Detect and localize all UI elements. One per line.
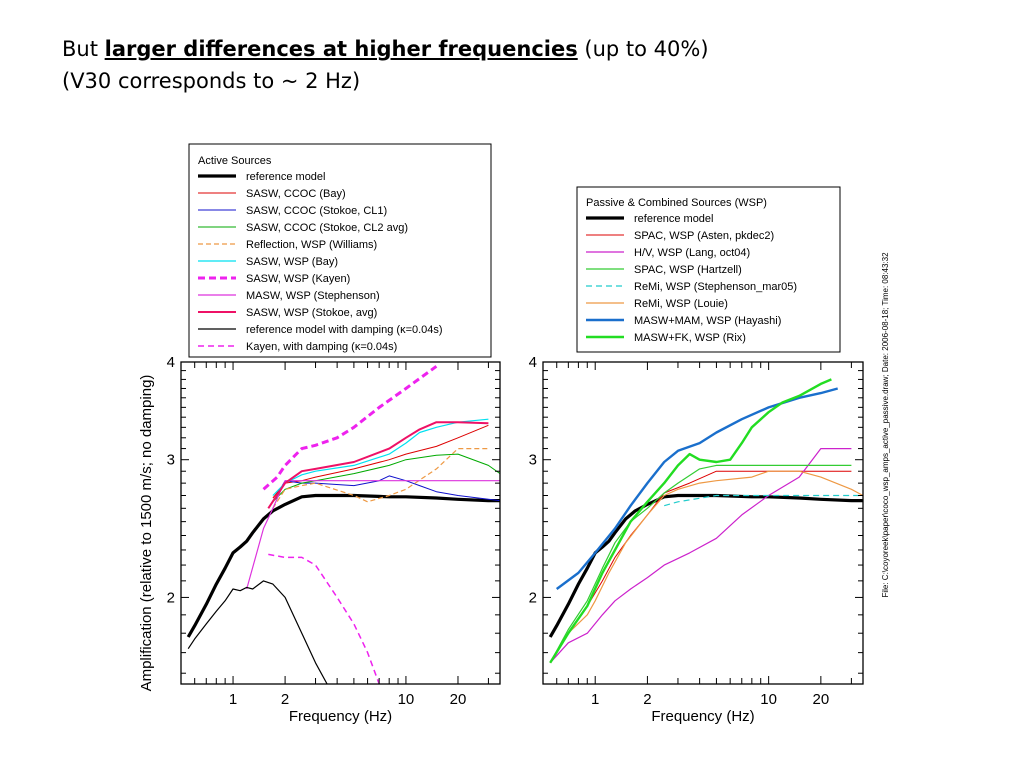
legend-title-right: Passive & Combined Sources (WSP) bbox=[586, 197, 767, 209]
x-tick-label-right: 1 bbox=[591, 691, 599, 708]
legend-label-right-1: SPAC, WSP (Asten, pkdec2) bbox=[634, 230, 774, 242]
y-tick-label-right: 4 bbox=[529, 354, 537, 371]
legend-label-left-3: SASW, CCOC (Stokoe, CL2 avg) bbox=[246, 222, 408, 234]
legend-label-left-0: reference model bbox=[246, 171, 326, 183]
series-line-left-9 bbox=[187, 580, 328, 684]
plot-frame-right bbox=[542, 361, 864, 685]
chart-panel-left: 1 2 10 20 2 3 4 Frequency (Hz) Amplification (re… bbox=[138, 143, 501, 725]
legend-label-left-7: MASW, WSP (Stephenson) bbox=[246, 290, 380, 302]
series-group-right bbox=[548, 378, 863, 664]
heading-line-2: (V30 corresponds to ~ 2 Hz) bbox=[62, 69, 361, 93]
slide-heading: But larger differences at higher frequen… bbox=[62, 33, 709, 97]
series-line-right-4 bbox=[664, 494, 863, 507]
legend-label-left-1: SASW, CCOC (Bay) bbox=[246, 188, 346, 200]
x-tick-label-left: 2 bbox=[281, 691, 289, 708]
series-line-left-3 bbox=[272, 453, 500, 503]
series-group-left bbox=[186, 365, 500, 684]
legend-box-left bbox=[188, 143, 492, 358]
legend-label-right-3: SPAC, WSP (Hartzell) bbox=[634, 264, 742, 276]
legend-label-left-6: SASW, WSP (Kayen) bbox=[246, 273, 350, 285]
x-axis-label-right: Frequency (Hz) bbox=[651, 708, 754, 725]
series-line-left-10 bbox=[268, 553, 380, 684]
y-tick-label-right: 3 bbox=[529, 452, 537, 469]
legend-label-left-4: Reflection, WSP (Williams) bbox=[246, 239, 377, 251]
series-line-right-2 bbox=[549, 448, 852, 664]
legend-label-right-0: reference model bbox=[634, 213, 714, 225]
series-line-left-7 bbox=[246, 480, 500, 590]
x-tick-label-right: 2 bbox=[643, 691, 651, 708]
y-tick-label-left: 3 bbox=[167, 452, 175, 469]
y-tick-label-right: 2 bbox=[529, 589, 537, 606]
legend-label-left-8: SASW, WSP (Stokoe, avg) bbox=[246, 307, 377, 319]
chart-panel-right: 1 2 10 20 2 3 4 Frequency (Hz) Passive & Combine… bbox=[529, 186, 864, 725]
heading-suffix: (up to 40%) bbox=[577, 37, 709, 61]
series-line-left-4 bbox=[272, 448, 489, 509]
legend-label-left-10: Kayen, with damping (κ=0.04s) bbox=[246, 341, 397, 353]
legend-label-left-2: SASW, CCOC (Stokoe, CL1) bbox=[246, 205, 387, 217]
series-line-left-5 bbox=[272, 418, 489, 496]
series-line-right-3 bbox=[549, 464, 852, 664]
file-path-label: File: C:\coyoreek\paper\coco_wsp_amps_ac… bbox=[881, 252, 890, 598]
x-tick-label-left: 20 bbox=[450, 691, 467, 708]
series-line-right-0 bbox=[548, 493, 863, 638]
y-tick-label-left: 4 bbox=[167, 354, 175, 371]
series-line-right-5 bbox=[549, 470, 863, 664]
heading-emphasis: larger differences at higher frequencies bbox=[104, 37, 578, 61]
x-tick-label-left: 10 bbox=[398, 691, 415, 708]
series-line-left-0 bbox=[186, 493, 500, 638]
legend-title-left: Active Sources bbox=[198, 155, 272, 167]
legend-label-right-7: MASW+FK, WSP (Rix) bbox=[634, 332, 746, 344]
legend-label-left-9: reference model with damping (κ=0.04s) bbox=[246, 324, 443, 336]
plot-frame-left bbox=[180, 361, 501, 685]
series-line-right-7 bbox=[549, 378, 832, 664]
legend-label-left-5: SASW, WSP (Bay) bbox=[246, 256, 338, 268]
series-line-left-8 bbox=[267, 421, 489, 509]
heading-prefix: But bbox=[62, 37, 105, 61]
series-line-left-1 bbox=[272, 424, 489, 499]
series-line-left-6 bbox=[262, 365, 438, 491]
legend-left: Active Sources reference model SASW, CCOC … bbox=[188, 143, 492, 358]
y-tick-label-left: 2 bbox=[167, 589, 175, 606]
legend-label-right-2: H/V, WSP (Lang, oct04) bbox=[634, 247, 750, 259]
legend-label-right-6: MASW+MAM, WSP (Hayashi) bbox=[634, 315, 781, 327]
legend-label-right-4: ReMi, WSP (Stephenson_mar05) bbox=[634, 281, 797, 293]
legend-label-right-5: ReMi, WSP (Louie) bbox=[634, 298, 728, 310]
x-axis-label-left: Frequency (Hz) bbox=[289, 708, 392, 725]
y-axis-label-left: Amplification (relative to 1500 m/s; no … bbox=[138, 375, 155, 692]
x-tick-label-left: 1 bbox=[229, 691, 237, 708]
legend-right: Passive & Combined Sources (WSP) referenc… bbox=[576, 186, 841, 353]
series-line-right-6 bbox=[555, 387, 839, 590]
x-tick-label-right: 20 bbox=[813, 691, 830, 708]
x-tick-label-right: 10 bbox=[760, 691, 777, 708]
heading-line-1: But larger differences at higher frequen… bbox=[62, 33, 709, 65]
